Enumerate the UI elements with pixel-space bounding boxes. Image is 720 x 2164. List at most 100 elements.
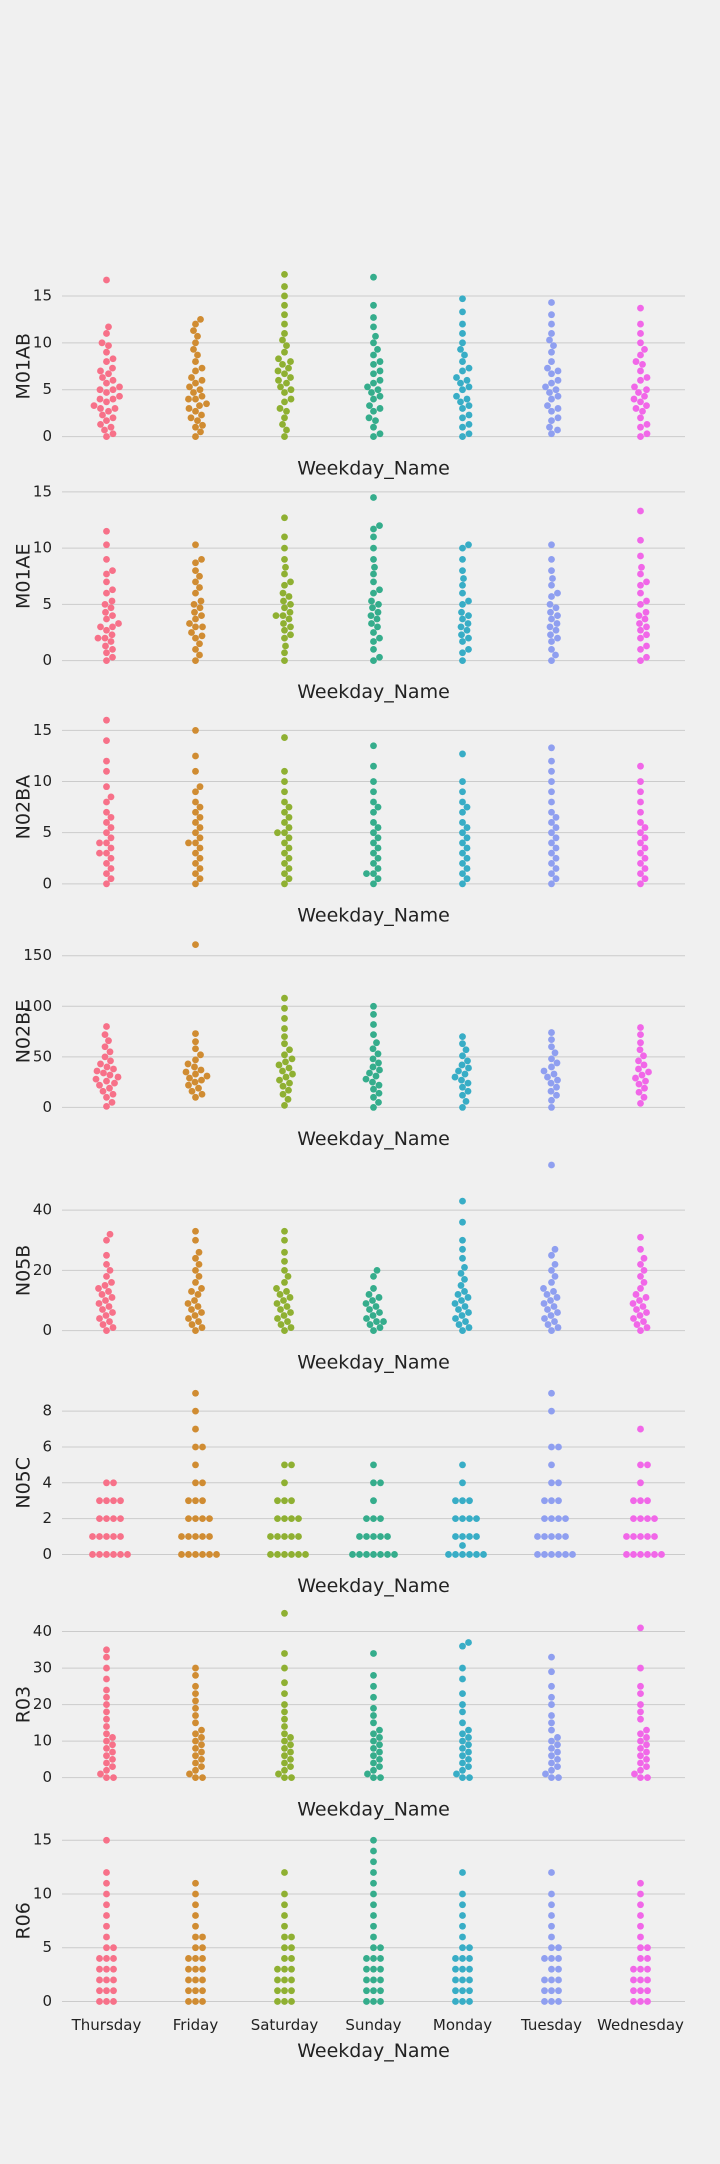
swarm-point: [459, 870, 466, 877]
swarm-point: [374, 608, 382, 616]
swarm-point: [103, 555, 110, 563]
swarm-point: [377, 1533, 384, 1540]
swarm-point: [362, 1075, 370, 1083]
swarm-point: [554, 634, 561, 642]
swarm-point: [548, 1266, 555, 1274]
swarm-point: [199, 1955, 206, 1962]
swarm-point: [192, 433, 199, 440]
swarm-point: [178, 1551, 185, 1558]
y-tick-label: 0: [42, 1545, 52, 1563]
swarm-point: [384, 1551, 391, 1558]
swarm-point: [281, 1690, 288, 1698]
swarm-point: [281, 320, 288, 328]
swarm-point: [555, 1533, 562, 1540]
swarm-point: [103, 1730, 110, 1738]
swarm-point: [548, 370, 555, 378]
swarm-point: [644, 1987, 651, 1995]
swarm-point: [111, 1079, 118, 1087]
swarm-point: [554, 1763, 561, 1771]
swarm-point: [97, 1770, 104, 1778]
swarm-point: [274, 1497, 281, 1505]
swarm-point: [643, 430, 651, 438]
swarm-point: [192, 1890, 199, 1898]
swarm-point: [281, 1227, 288, 1235]
swarm-point: [198, 632, 206, 640]
swarm-point: [451, 1073, 459, 1081]
swarm-point: [548, 798, 555, 806]
swarm-point: [562, 1515, 569, 1523]
swarm-point: [375, 1059, 382, 1067]
swarm-point: [281, 1033, 288, 1041]
swarm-point: [640, 1254, 648, 1262]
swarm-point: [370, 407, 377, 415]
swarm-point: [295, 1551, 302, 1558]
swarm-point: [103, 880, 110, 888]
swarm-point: [109, 430, 117, 438]
swarm-point: [651, 1551, 658, 1558]
swarm-point: [192, 1327, 199, 1334]
swarm-point: [373, 1266, 381, 1274]
swarm-point: [356, 1551, 363, 1558]
swarm-point: [287, 1763, 294, 1771]
swarm-point: [463, 824, 471, 831]
swarm-point: [103, 570, 110, 578]
swarm-point: [198, 364, 206, 372]
swarm-point: [185, 1315, 192, 1322]
swarm-point: [274, 1315, 281, 1322]
swarm-point: [553, 1083, 560, 1091]
swarm-point: [103, 1664, 110, 1672]
swarm-point: [281, 1266, 288, 1274]
x-tick-label: Tuesday: [520, 2016, 582, 2034]
swarm-point: [192, 819, 199, 826]
swarm-point: [637, 1682, 644, 1690]
swarm-point: [109, 1309, 116, 1316]
swarm-point: [466, 1497, 473, 1505]
swarm-point: [281, 1461, 288, 1469]
swarm-point: [548, 1869, 555, 1876]
swarm-point: [103, 1912, 110, 1919]
swarm-point: [192, 1774, 199, 1782]
swarm-point: [637, 634, 644, 642]
swarm-point: [363, 1965, 370, 1973]
swarm-point: [370, 578, 377, 586]
swarm-point: [548, 744, 555, 752]
swarm-point: [534, 1533, 541, 1540]
swarm-point: [452, 1551, 459, 1558]
swarm-point: [548, 581, 555, 589]
swarm-point: [274, 1998, 281, 2005]
swarm-point: [274, 367, 282, 375]
swarm-point: [192, 645, 199, 653]
swarm-point: [196, 865, 204, 872]
swarm-point: [281, 1730, 288, 1738]
swarm-point: [548, 1407, 555, 1415]
swarm-point: [281, 798, 288, 806]
swarm-point: [196, 640, 203, 648]
swarm-point: [534, 1551, 541, 1558]
swarm-point: [199, 1443, 206, 1451]
swarm-point: [285, 865, 293, 872]
swarm-point: [199, 1965, 206, 1973]
swarm-point: [548, 417, 555, 425]
swarm-point: [283, 1303, 291, 1310]
swarm-point: [464, 1087, 472, 1095]
swarm-point: [465, 597, 472, 605]
swarm-point: [103, 541, 110, 549]
y-axis-label: R06: [13, 1902, 35, 1939]
swarm-point: [275, 355, 282, 363]
swarm-point: [643, 386, 650, 394]
swarm-point: [554, 1324, 562, 1331]
swarm-point: [192, 1998, 199, 2005]
swarm-point: [457, 379, 464, 387]
swarm-point: [103, 808, 110, 816]
swarm-point: [370, 1461, 377, 1469]
swarm-point: [643, 402, 650, 410]
swarm-point: [373, 1318, 380, 1325]
swarm-point: [465, 383, 473, 391]
swarm-point: [459, 1245, 466, 1253]
swarm-point: [103, 417, 110, 425]
swarm-point: [109, 645, 116, 653]
swarm-point: [459, 1542, 466, 1549]
swarm-point: [375, 1294, 383, 1301]
swarm-point: [465, 1324, 473, 1331]
swarm-point: [548, 1759, 555, 1767]
